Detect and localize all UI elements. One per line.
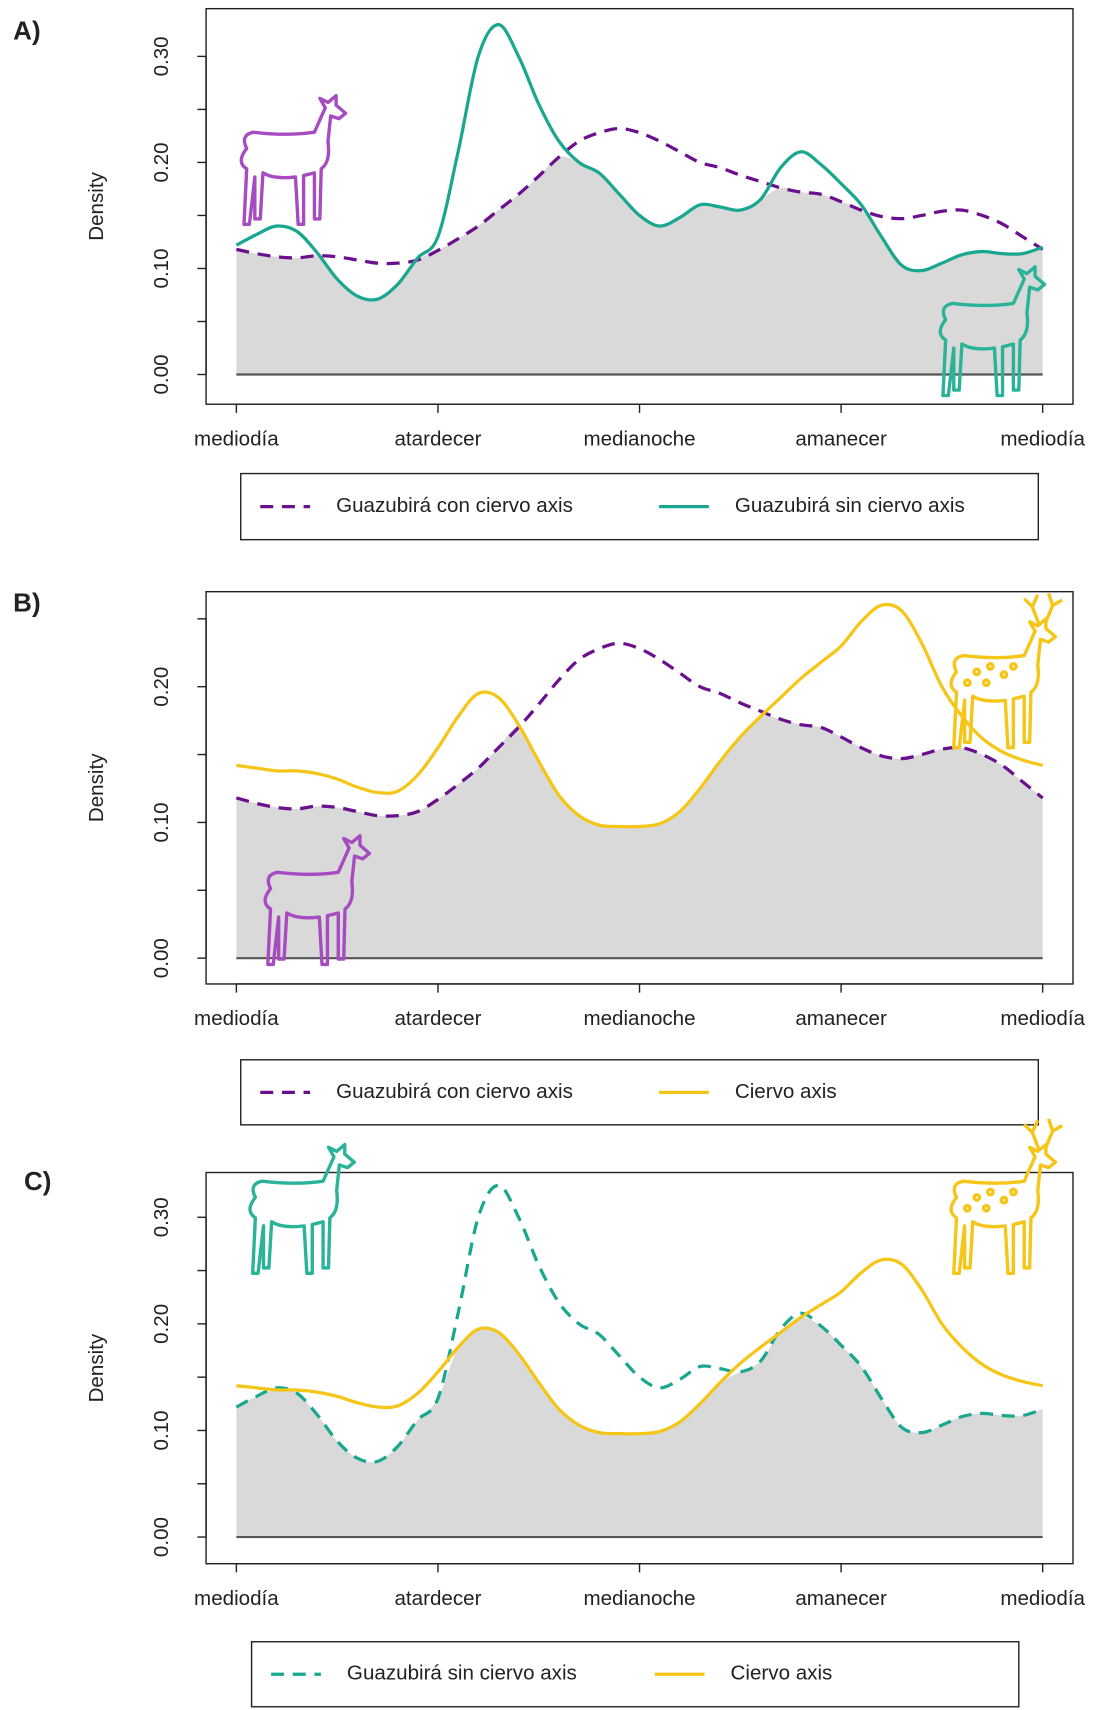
panel-label: C): [24, 1166, 51, 1196]
y-tick-label: 0.10: [150, 1410, 173, 1450]
x-tick-label: amanecer: [795, 427, 887, 450]
y-tick-label: 0.30: [150, 1197, 173, 1237]
x-tick-label: medianoche: [583, 1007, 695, 1030]
y-axis-title: Density: [85, 1333, 108, 1402]
y-tick-label: 0.10: [150, 802, 173, 842]
x-tick-label: mediodía: [194, 1587, 279, 1610]
overlap-area: [236, 1317, 1042, 1537]
panel-label: B): [13, 588, 40, 618]
y-axis-title: Density: [85, 753, 108, 822]
x-tick-label: atardecer: [394, 1007, 481, 1030]
series-line: [236, 1259, 1042, 1434]
x-tick-label: medianoche: [583, 1587, 695, 1610]
y-tick-label: 0.10: [150, 248, 173, 288]
stag-icon: [951, 1119, 1062, 1273]
legend-label: Guazubirá sin ciervo axis: [347, 1662, 577, 1685]
doe-icon: [241, 96, 345, 225]
legend-label: Guazubirá sin ciervo axis: [735, 494, 965, 517]
x-tick-label: atardecer: [394, 427, 481, 450]
x-tick-label: medianoche: [583, 427, 695, 450]
y-tick-label: 0.30: [150, 36, 173, 76]
y-tick-label: 0.00: [150, 354, 173, 394]
y-tick-label: 0.00: [150, 938, 173, 978]
overlap-area: [236, 157, 1042, 375]
x-tick-label: mediodía: [1000, 427, 1085, 450]
legend-label: Guazubirá con ciervo axis: [336, 494, 573, 517]
x-tick-label: mediodía: [194, 1007, 279, 1030]
y-tick-label: 0.00: [150, 1517, 173, 1557]
y-tick-label: 0.20: [150, 667, 173, 707]
figure: mediodía atardecer medianoche amanecer medio…: [0, 0, 1110, 1710]
y-axis-title: Density: [85, 171, 108, 240]
legend-label: Guazubirá con ciervo axis: [336, 1080, 573, 1103]
y-tick-label: 0.20: [150, 142, 173, 182]
x-tick-label: mediodía: [1000, 1587, 1085, 1610]
series-line: [236, 1185, 1042, 1462]
x-tick-label: mediodía: [194, 427, 279, 450]
page: {"chart_data": [ {"type": "line", "label…: [0, 0, 1110, 1710]
doe-icon: [250, 1145, 354, 1274]
legend-label: Ciervo axis: [735, 1080, 837, 1103]
x-tick-label: amanecer: [795, 1007, 887, 1030]
legend-label: Ciervo axis: [731, 1662, 833, 1685]
x-tick-label: mediodía: [1000, 1007, 1085, 1030]
x-tick-label: atardecer: [394, 1587, 481, 1610]
y-tick-label: 0.20: [150, 1304, 173, 1344]
x-tick-label: amanecer: [795, 1587, 887, 1610]
panel-label: A): [13, 15, 40, 45]
